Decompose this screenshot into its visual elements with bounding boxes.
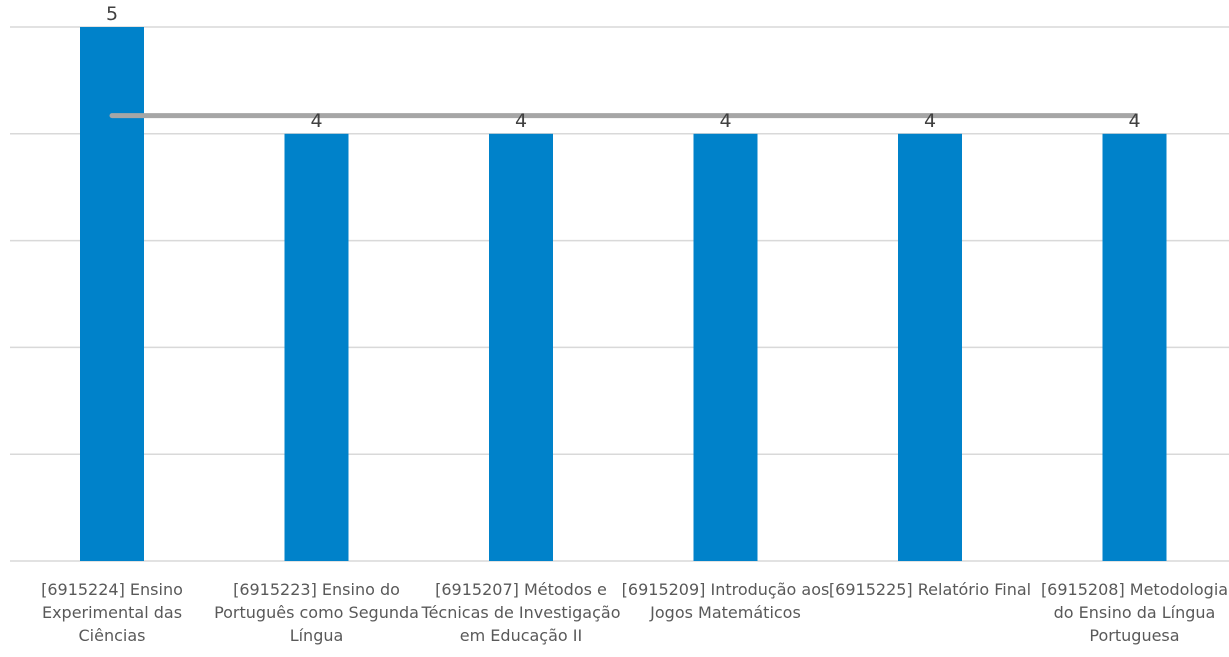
x-tick-label: [6915223] Ensino do Português como Segun… xyxy=(214,580,419,645)
x-tick-label: [6915209] Introdução aos Jogos Matemátic… xyxy=(621,580,830,622)
x-tick-label: [6915225] Relatório Final xyxy=(828,580,1032,599)
gridlines xyxy=(10,26,1229,562)
data-label: 4 xyxy=(924,110,936,132)
data-label: 4 xyxy=(719,110,731,132)
bar xyxy=(489,133,553,562)
bar-series xyxy=(80,27,1167,562)
bar xyxy=(898,133,962,562)
x-tick-label: [6915207] Métodos e Técnicas de Investig… xyxy=(421,580,621,645)
data-labels: 5 4 4 4 4 4 xyxy=(106,3,1141,132)
data-label: 4 xyxy=(310,110,322,132)
x-tick-label: [6915208] Metodologia do Ensino da Língu… xyxy=(1040,580,1229,645)
bar xyxy=(284,133,349,562)
x-tick-label: [6915224] Ensino Experimental das Ciênci… xyxy=(41,580,183,645)
bar xyxy=(693,133,758,562)
data-label: 4 xyxy=(1128,110,1140,132)
bar xyxy=(1102,133,1167,562)
data-label: 4 xyxy=(515,110,527,132)
bar xyxy=(80,27,144,561)
data-label: 5 xyxy=(106,3,118,25)
